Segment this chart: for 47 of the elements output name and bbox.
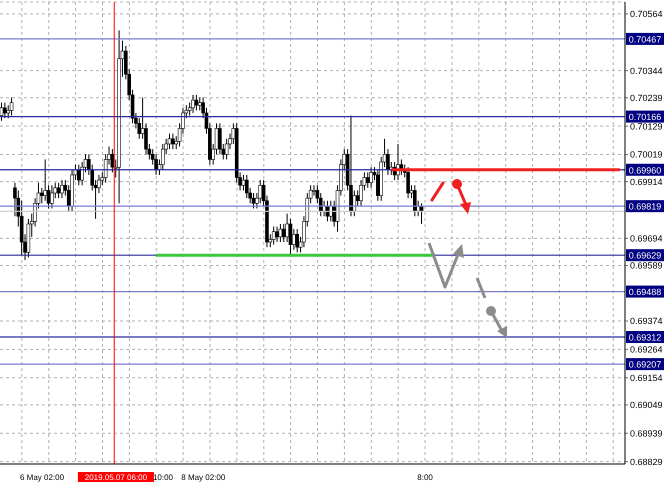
- ref-line-label: 0.70467: [628, 34, 662, 44]
- y-tick-label: 0.69264: [630, 344, 663, 355]
- candlestick: [40, 187, 44, 204]
- y-tick-label: 0.69049: [630, 400, 663, 410]
- y-tick-label: 0.70239: [630, 92, 663, 103]
- candlestick: [10, 96, 14, 116]
- candlestick: [60, 180, 64, 199]
- ref-line-label: 0.69960: [628, 165, 662, 176]
- candlestick: [198, 96, 202, 111]
- ref-line-label: 0.69312: [628, 332, 662, 343]
- ref-line-label: 0.69488: [628, 287, 662, 298]
- y-tick-label: 0.69154: [630, 372, 663, 383]
- candlestick: [275, 226, 279, 243]
- y-tick-label: 0.70564: [630, 9, 663, 20]
- candlestick: [242, 174, 246, 191]
- x-tick-label: 8:00: [417, 473, 434, 482]
- x-tick-label: 6 May 02:00: [20, 473, 65, 482]
- ref-line-label: 0.69819: [628, 202, 662, 212]
- y-tick-label: 0.69694: [630, 234, 663, 244]
- y-tick-label: 0.69374: [630, 316, 663, 326]
- candlestick: [278, 223, 282, 243]
- candlestick: [272, 226, 276, 246]
- x-tick-label: 2019.05.07 06:00: [84, 473, 148, 482]
- y-tick-label: 0.68829: [630, 456, 663, 467]
- candlestick: [282, 223, 286, 243]
- y-tick-label: 0.69914: [630, 176, 663, 187]
- y-tick-label: 0.70344: [630, 66, 663, 76]
- y-tick-label: 0.70129: [630, 121, 663, 132]
- y-tick-label: 0.69589: [630, 260, 663, 271]
- candlestick: [312, 184, 316, 196]
- candlestick: [50, 184, 54, 209]
- candlestick: [194, 94, 198, 111]
- ref-line-label: 0.69207: [628, 360, 662, 370]
- candlestick: [191, 94, 195, 114]
- candlestick: [252, 192, 256, 209]
- candlestick: [3, 102, 7, 119]
- candlestick: [295, 228, 299, 253]
- y-tick-label: 0.68939: [630, 428, 663, 438]
- x-tick-label: 8 May 02:00: [181, 473, 226, 482]
- candlestick: [369, 166, 373, 188]
- candlestick: [76, 164, 81, 186]
- candlestick: [171, 133, 175, 150]
- candlestick: [406, 166, 410, 199]
- candlestick: [366, 172, 370, 188]
- ref-line-label: 0.69629: [628, 250, 662, 261]
- ref-line-label: 0.70166: [628, 112, 662, 122]
- y-tick-label: 0.70019: [630, 150, 663, 160]
